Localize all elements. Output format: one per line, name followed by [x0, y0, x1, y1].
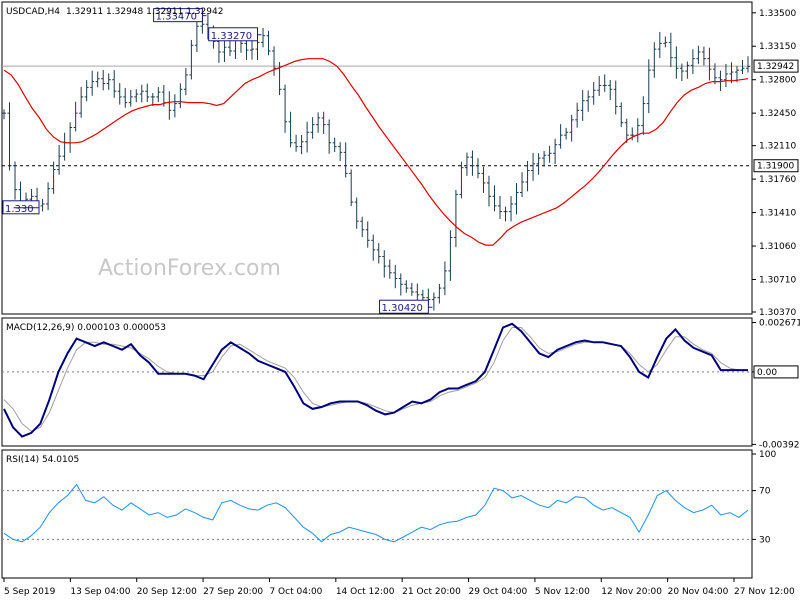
- x-tick-label: 29 Oct 04:00: [469, 587, 528, 597]
- rsi-y-tick-label: 100: [759, 450, 776, 460]
- price-y-tick-label: 1.30370: [759, 308, 796, 318]
- moving-average-line: [3, 58, 749, 246]
- rsi-panel-title: RSI(14) 54.0105: [6, 455, 79, 465]
- watermark: ActionForex.com: [98, 256, 281, 281]
- price-y-tick-label: 1.32800: [759, 76, 796, 86]
- price-callout-box: [379, 299, 429, 314]
- price-callout-label: 1.33470: [156, 12, 197, 23]
- price-plot: 1.33470 1.33270 1.30420 1.330: [2, 8, 750, 314]
- support-level-tag-label: 1.31900: [757, 162, 794, 172]
- rsi-y-tick-label: 30: [759, 535, 771, 545]
- x-tick-label: 12 Nov 20:00: [601, 587, 662, 597]
- x-tick-label: 21 Oct 20:00: [402, 587, 461, 597]
- price-y-tick-label: 1.33500: [759, 9, 796, 19]
- x-tick-label: 5 Nov 12:00: [535, 587, 590, 597]
- price-grid: [2, 65, 752, 167]
- x-tick-label: 20 Nov 04:00: [668, 587, 729, 597]
- rsi-y-tick-label: 70: [759, 487, 771, 497]
- price-y-tick-label: 1.31060: [759, 242, 796, 252]
- macd-value-tag: [753, 365, 799, 379]
- y-axes: 1.33500 1.33150 1.32800 1.32450 1.32110 1.317…: [752, 9, 800, 545]
- macd-line: [3, 322, 748, 438]
- price-y-tick-label: 1.30710: [759, 275, 796, 285]
- price-panel-frame: [1, 1, 753, 315]
- x-tick-label: 5 Sep 2019: [4, 587, 56, 597]
- macd-panel-frame: [1, 317, 753, 447]
- price-y-tick-label: 1.33150: [759, 42, 796, 52]
- macd-panel-title: MACD(12,26,9) 0.000103 0.000053: [6, 323, 166, 333]
- x-tick-label: 20 Sep 12:00: [137, 587, 197, 597]
- support-level-tag: [753, 159, 799, 173]
- macd-y-tick-label: -0.003922: [759, 440, 800, 450]
- price-panel-title: USDCAD,H4 1.32911 1.32948 1.32911 1.32942: [6, 7, 223, 17]
- x-tick-label: 14 Oct 12:00: [336, 587, 395, 597]
- price-y-tick-label: 1.32450: [759, 109, 796, 119]
- price-callout-label: 1.33270: [211, 31, 252, 42]
- price-y-tick-label: 1.31410: [759, 209, 796, 219]
- x-tick-label: 27 Sep 20:00: [203, 587, 263, 597]
- x-tick-label: 27 Nov 12:00: [734, 587, 795, 597]
- x-axis: 5 Sep 2019 13 Sep 04:00 20 Sep 12:00 27 Sep…: [3, 578, 795, 597]
- x-tick-label: 13 Sep 04:00: [70, 587, 130, 597]
- rsi-plot: [2, 483, 752, 543]
- price-y-tick-label: 1.31760: [759, 175, 796, 185]
- rsi-line: [3, 483, 749, 543]
- price-y-tick-label: 1.32110: [759, 142, 796, 152]
- x-tick-label: 7 Oct 04:00: [269, 587, 322, 597]
- price-callout-label: 1.30420: [382, 303, 423, 314]
- macd-plot: [2, 322, 752, 438]
- macd-y-tick-label: 0.002671: [759, 319, 800, 329]
- macd-value-tag-label: 0.00: [757, 368, 777, 378]
- rsi-panel-frame: [1, 449, 753, 579]
- current-price-tag-label: 1.32942: [757, 62, 794, 72]
- price-callout-label: 1.330: [5, 204, 34, 215]
- current-price-tag: [753, 59, 799, 73]
